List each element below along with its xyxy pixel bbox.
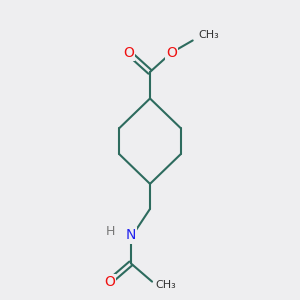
Text: H: H — [106, 225, 115, 239]
Text: N: N — [126, 228, 136, 242]
Text: CH₃: CH₃ — [198, 30, 219, 40]
Text: CH₃: CH₃ — [155, 280, 176, 290]
Text: O: O — [166, 46, 177, 60]
Text: O: O — [123, 46, 134, 60]
Text: O: O — [104, 274, 115, 289]
